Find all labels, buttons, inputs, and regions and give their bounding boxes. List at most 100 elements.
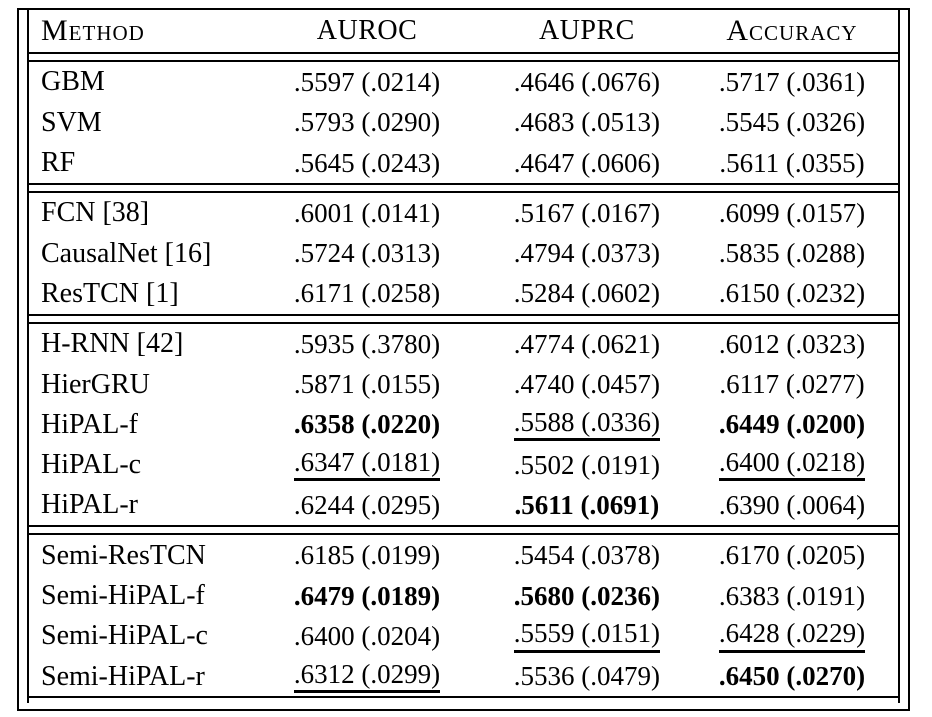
auprc-metric-value: .5559 (.0151) [513, 619, 660, 653]
auprc-metric-value: .5611 (.0691) [514, 489, 660, 520]
accuracy-value-cell: .5545 (.0326) [686, 108, 898, 137]
accuracy-value-cell: .6012 (.0323) [686, 328, 898, 359]
accuracy-metric-value: .6428 (.0229) [718, 619, 866, 653]
auprc-value-cell: .4683 (.0513) [488, 107, 686, 138]
method-name-cell: Semi-HiPAL-f [41, 580, 205, 612]
method-name-cell: Semi-HiPAL-r [41, 660, 205, 692]
auroc-metric-value: .6479 (.0189) [293, 580, 441, 611]
table-row: GBM .5597 (.0214) .4646 (.0676) .5717 (.036… [29, 62, 898, 102]
method-group-section: Semi-ResTCN .6185 (.0199) .5454 (.0378) .61… [29, 533, 898, 699]
auroc-value-cell: .6001 (.0141) [246, 197, 488, 228]
accuracy-value-cell: .6428 (.0229) [686, 619, 898, 653]
auprc-value-cell: .5680 (.0236) [488, 580, 686, 611]
column-header-accuracy: Accuracy [726, 14, 858, 48]
auroc-metric-value: .5935 (.3780) [293, 328, 441, 359]
auprc-metric-value: .5454 (.0378) [513, 540, 660, 571]
method-name-cell: HiPAL-c [41, 449, 142, 481]
auprc-metric-value: .5502 (.0191) [513, 449, 660, 480]
method-name-cell: Semi-HiPAL-c [41, 620, 208, 652]
auprc-metric-value: .5536 (.0479) [513, 661, 660, 692]
accuracy-metric-value: .6117 (.0277) [719, 369, 865, 400]
auprc-metric-value: .4794 (.0373) [513, 238, 660, 269]
auroc-value-cell: .5724 (.0313) [246, 239, 488, 268]
accuracy-metric-value: .6390 (.0064) [718, 489, 866, 520]
auprc-metric-value: .5284 (.0602) [513, 278, 660, 309]
table-header-section: Method AUROC AUPRC Accuracy [29, 10, 898, 54]
table-row: HiPAL-r .6244 (.0295) .5611 (.0691) .6390 (… [29, 485, 898, 525]
auprc-value-cell: .5454 (.0378) [488, 540, 686, 571]
auroc-value-cell: .6312 (.0299) [246, 659, 488, 693]
accuracy-metric-value: .5835 (.0288) [718, 238, 866, 269]
auroc-value-cell: .6400 (.0204) [246, 620, 488, 651]
accuracy-value-cell: .6400 (.0218) [686, 448, 898, 482]
table-row: Semi-HiPAL-r .6312 (.0299) .5536 (.0479) .6… [29, 656, 898, 696]
accuracy-metric-value: .6450 (.0270) [718, 661, 866, 692]
auroc-value-cell: .6479 (.0189) [246, 580, 488, 611]
method-name-cell: CausalNet [16] [41, 237, 212, 269]
method-name-cell: HierGRU [41, 368, 150, 400]
method-name-cell: HiPAL-f [41, 408, 138, 440]
accuracy-value-cell: .6117 (.0277) [686, 369, 898, 400]
table-row: HierGRU .5871 (.0155) .4740 (.0457) .6117 (… [29, 364, 898, 404]
auprc-value-cell: .4794 (.0373) [488, 238, 686, 269]
auprc-metric-value: .5167 (.0167) [513, 197, 660, 228]
auprc-value-cell: .4740 (.0457) [488, 370, 686, 399]
method-group-section: H-RNN [42] .5935 (.3780) .4774 (.0621) .601… [29, 321, 898, 528]
table-row: RF .5645 (.0243) .4647 (.0606) .5611 (.0355… [29, 143, 898, 183]
method-name-cell: FCN [38] [41, 197, 150, 229]
accuracy-metric-value: .6400 (.0218) [718, 448, 866, 482]
auroc-metric-value: .5871 (.0155) [293, 369, 441, 400]
auprc-metric-value: .4774 (.0621) [513, 328, 660, 359]
auroc-metric-value: .6400 (.0204) [293, 620, 441, 651]
method-name-cell: GBM [41, 66, 105, 98]
table-row: HiPAL-c .6347 (.0181) .5502 (.0191) .6400 (… [29, 445, 898, 485]
auroc-value-cell: .5645 (.0243) [246, 147, 488, 178]
auroc-metric-value: .6312 (.0299) [293, 659, 441, 693]
accuracy-metric-value: .5717 (.0361) [718, 66, 866, 97]
method-name-cell: ResTCN [1] [41, 277, 179, 309]
auroc-value-cell: .6185 (.0199) [246, 540, 488, 571]
auroc-metric-value: .5597 (.0214) [293, 66, 441, 97]
accuracy-value-cell: .5717 (.0361) [686, 66, 898, 97]
auroc-metric-value: .6347 (.0181) [293, 448, 441, 482]
accuracy-metric-value: .6012 (.0323) [718, 328, 866, 359]
table-row: CausalNet [16] .5724 (.0313) .4794 (.0373)… [29, 233, 898, 273]
method-group-section: GBM .5597 (.0214) .4646 (.0676) .5717 (.036… [29, 60, 898, 185]
accuracy-value-cell: .5611 (.0355) [686, 148, 898, 177]
auroc-metric-value: .6185 (.0199) [293, 540, 441, 571]
auroc-value-cell: .6358 (.0220) [246, 409, 488, 440]
auroc-value-cell: .6171 (.0258) [246, 278, 488, 309]
accuracy-value-cell: .6390 (.0064) [686, 489, 898, 520]
auroc-value-cell: .5793 (.0290) [246, 107, 488, 138]
auroc-metric-value: .6358 (.0220) [293, 409, 441, 440]
table-row: ResTCN [1] .6171 (.0258) .5284 (.0602) .615… [29, 273, 898, 313]
method-name-cell: SVM [41, 106, 102, 138]
accuracy-value-cell: .6099 (.0157) [686, 197, 898, 228]
auroc-metric-value: .6244 (.0295) [293, 489, 441, 520]
accuracy-metric-value: .6099 (.0157) [718, 197, 866, 228]
accuracy-metric-value: .6449 (.0200) [718, 409, 866, 440]
method-name-cell: H-RNN [42] [41, 328, 184, 360]
table-groups-container: GBM .5597 (.0214) .4646 (.0676) .5717 (.036… [29, 54, 898, 699]
auprc-value-cell: .5167 (.0167) [488, 197, 686, 228]
accuracy-value-cell: .6150 (.0232) [686, 279, 898, 308]
table-row: H-RNN [42] .5935 (.3780) .4774 (.0621) .601… [29, 324, 898, 364]
accuracy-value-cell: .6449 (.0200) [686, 409, 898, 440]
accuracy-metric-value: .6170 (.0205) [718, 540, 866, 571]
accuracy-value-cell: .6383 (.0191) [686, 581, 898, 610]
auroc-value-cell: .6347 (.0181) [246, 448, 488, 482]
auroc-metric-value: .6171 (.0258) [293, 278, 441, 309]
auroc-metric-value: .6001 (.0141) [293, 197, 441, 228]
auroc-value-cell: .5597 (.0214) [246, 66, 488, 97]
auroc-value-cell: .5935 (.3780) [246, 328, 488, 359]
auprc-metric-value: .5680 (.0236) [513, 580, 660, 611]
method-name-cell: RF [41, 147, 76, 179]
column-header-method: Method [41, 14, 145, 48]
table-row: Semi-HiPAL-f .6479 (.0189) .5680 (.0236) .6… [29, 576, 898, 616]
auprc-value-cell: .5536 (.0479) [488, 661, 686, 692]
auprc-metric-value: .4683 (.0513) [513, 107, 660, 138]
auroc-metric-value: .5793 (.0290) [293, 107, 441, 138]
auprc-value-cell: .5559 (.0151) [488, 619, 686, 653]
column-header-auprc: AUPRC [538, 15, 635, 47]
auroc-metric-value: .5645 (.0243) [293, 147, 441, 178]
